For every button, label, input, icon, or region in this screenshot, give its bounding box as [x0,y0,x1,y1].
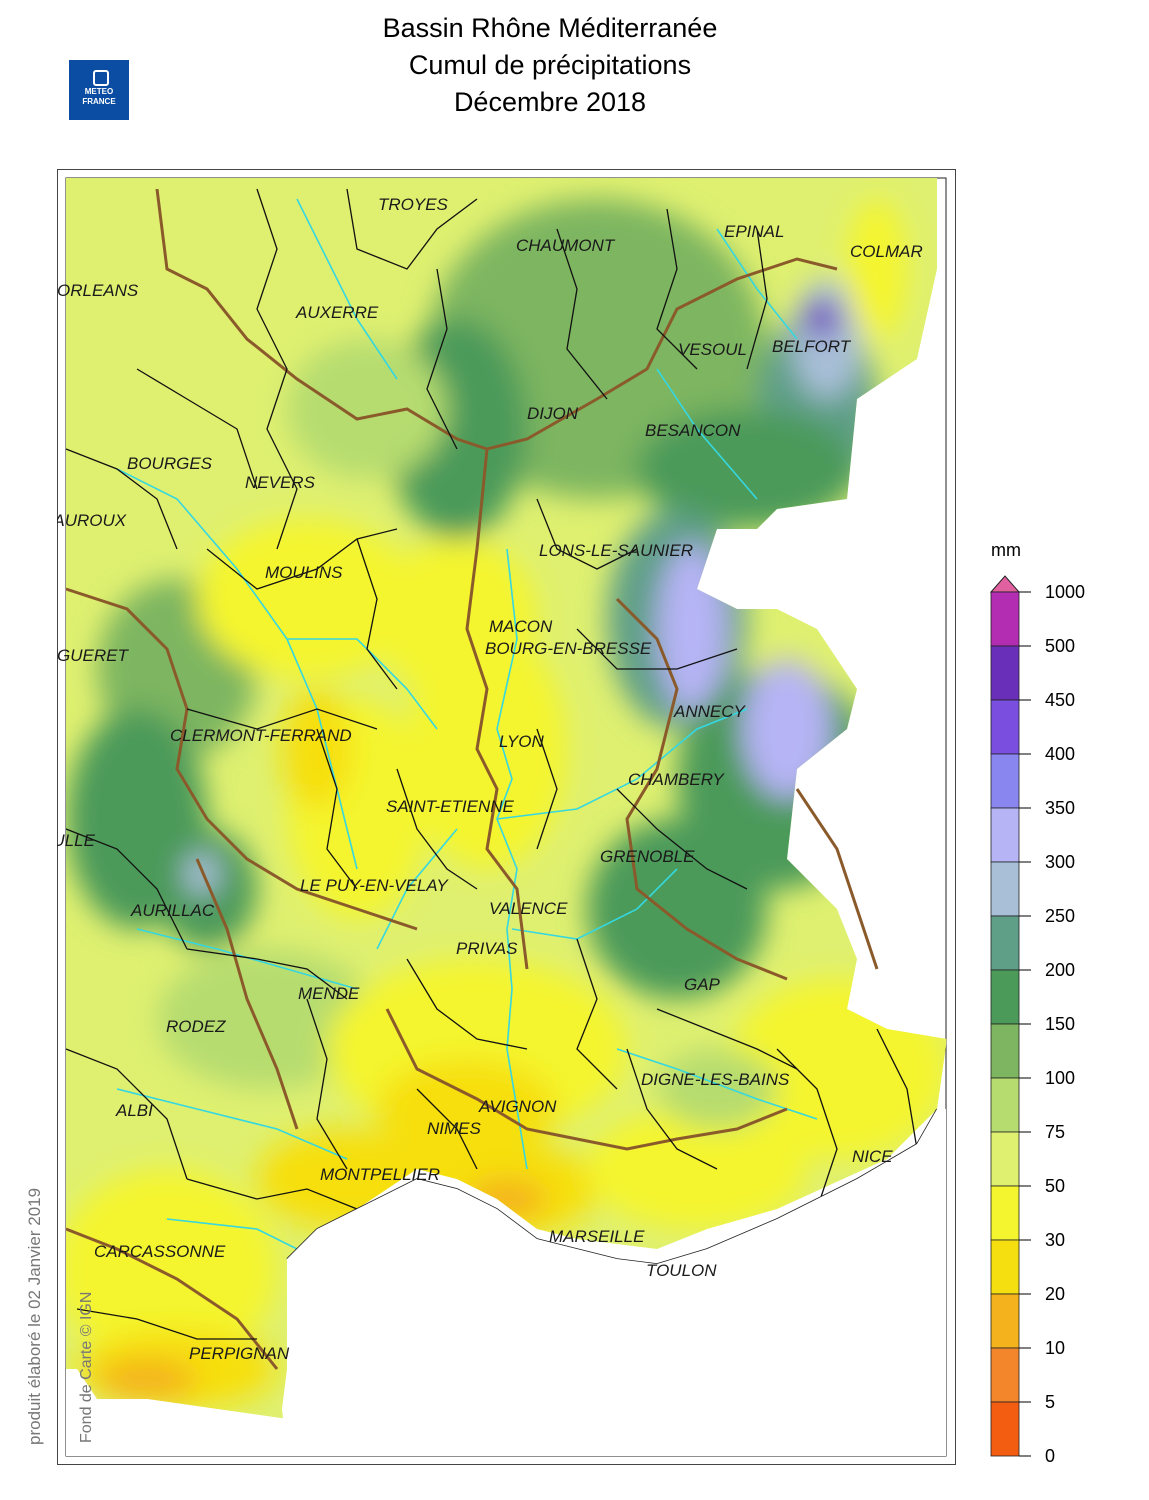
region-boundaries [65,188,879,1370]
city-label: MARSEILLE [549,1227,645,1246]
city-label: BELFORT [772,337,852,356]
legend-unit: mm [991,540,1021,560]
city-label: MENDE [298,984,360,1003]
city-label: ORLEANS [57,281,139,300]
city-label: AVIGNON [478,1097,557,1116]
legend-tick-label: 50 [1045,1176,1065,1196]
legend-tick-label: 0 [1045,1446,1055,1466]
city-label: PERPIGNAN [189,1344,290,1363]
legend-svg: mm 1000500450400350300250200150100755030… [989,540,1085,1466]
title-variable: Cumul de précipitations [408,50,692,80]
logo-text-1: METEO [84,87,114,96]
map-title: Bassin Rhône Méditerranée Cumul de préci… [250,10,850,121]
city-label: MOULINS [265,563,343,582]
city-label: CARCASSONNE [94,1242,226,1261]
map-credit-note: Fond de Carte © IGN [78,1291,95,1443]
city-label: LYON [499,732,544,751]
city-label: GRENOBLE [600,847,695,866]
legend-color-box [990,1023,1020,1079]
legend-color-box [990,591,1020,647]
department-boundaries [65,188,918,1340]
city-label: EPINAL [724,222,784,241]
legend-color-box [990,699,1020,755]
legend-color-box [990,645,1020,701]
city-label: VALENCE [489,899,568,918]
legend-color-box [990,969,1020,1025]
city-label: BOURG-EN-BRESSE [485,639,652,658]
legend-color-box [990,753,1020,809]
city-label: MACON [489,617,553,636]
legend-color-box [990,1131,1020,1187]
title-period: Décembre 2018 [453,87,647,117]
legend-tick-label: 100 [1045,1068,1075,1088]
sea-area [282,1109,946,1456]
legend-tick-label: 20 [1045,1284,1065,1304]
legend-tick-label: 75 [1045,1122,1065,1142]
legend-color-box [990,861,1020,917]
legend-tick-label: 300 [1045,852,1075,872]
city-label: GUERET [57,646,129,665]
logo-text-2: FRANCE [82,97,116,106]
legend-color-boxes [990,591,1020,1457]
legend-color-box [990,915,1020,971]
map-svg: TROYES CHAUMONT EPINAL COLMAR ORLEANS AU… [57,169,956,1465]
city-label: NEVERS [245,473,316,492]
precipitation-legend: mm 1000 500 450 400 350 300 250 200 150 100 75 50 30… [985,540,1145,1470]
city-label: LE PUY-EN-VELAY [300,876,449,895]
title-region: Bassin Rhône Méditerranée [382,13,718,43]
city-label: AURILLAC [130,901,215,920]
city-label: ANNECY [673,702,747,721]
city-label: TOULON [646,1261,717,1280]
legend-tick-label: 450 [1045,690,1075,710]
legend-tick-label: 350 [1045,798,1075,818]
legend-tick-label: 30 [1045,1230,1065,1250]
city-label: CHAUMONT [516,236,616,255]
city-label: COLMAR [850,242,923,261]
city-label: NICE [852,1147,893,1166]
precipitation-map: TROYES CHAUMONT EPINAL COLMAR ORLEANS AU… [57,169,956,1465]
city-label: BESANCON [645,421,741,440]
city-label: TULLE [57,831,96,850]
rivers [116,198,818,1250]
city-label: AUXERRE [295,303,379,322]
city-labels: TROYES CHAUMONT EPINAL COLMAR ORLEANS AU… [57,195,923,1363]
legend-tick-label: 200 [1045,960,1075,980]
legend-tick-label: 150 [1045,1014,1075,1034]
legend-tick-label: 1000 [1045,582,1085,602]
legend-tick-label: 500 [1045,636,1075,656]
legend-color-box [990,1239,1020,1295]
legend-color-box [990,1401,1020,1457]
city-label: GAP [684,975,721,994]
city-label: CLERMONT-FERRAND [170,726,352,745]
city-label: CHAMBERY [628,770,725,789]
city-label: SAINT-ETIENNE [386,797,515,816]
legend-color-box [990,1347,1020,1403]
city-label: TROYES [378,195,449,214]
city-label: ALBI [115,1101,153,1120]
meteo-france-logo: METEO FRANCE [69,60,129,120]
city-label: BOURGES [127,454,213,473]
legend-tick-label: 400 [1045,744,1075,764]
city-label: LONS-LE-SAUNIER [539,541,693,560]
legend-tick-label: 10 [1045,1338,1065,1358]
legend-color-box [990,1185,1020,1241]
city-label: VESOUL [678,340,747,359]
legend-color-box [990,1293,1020,1349]
city-label: DIGNE-LES-BAINS [641,1070,790,1089]
production-date-note: produit élaboré le 02 Janvier 2019 [25,1187,44,1445]
city-label: MONTPELLIER [320,1165,440,1184]
city-label: RODEZ [166,1017,226,1036]
city-label: NIMES [427,1119,482,1138]
legend-tick-label: 5 [1045,1392,1055,1412]
legend-color-box [990,1077,1020,1133]
sea-area-south [66,1369,287,1456]
city-label: PRIVAS [456,939,518,958]
legend-overflow-arrow-icon [989,575,1021,593]
legend-color-box [990,807,1020,863]
legend-tick-label: 250 [1045,906,1075,926]
city-label: CHATEAUROUX [57,511,127,530]
city-label: DIJON [527,404,579,423]
legend-labels: 1000500450400350300250200150100755030201… [1019,582,1085,1466]
logo-mark-icon [93,70,109,86]
